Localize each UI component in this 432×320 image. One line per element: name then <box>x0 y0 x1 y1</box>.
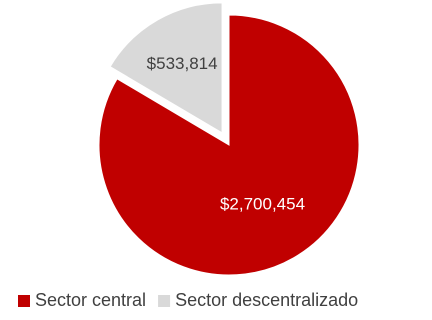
legend-swatch-2 <box>158 295 171 307</box>
pie-slice-2 <box>109 2 223 134</box>
legend-label-2: Sector descentralizado <box>175 290 358 310</box>
legend-label-1: Sector central <box>35 290 146 310</box>
pie-slice-1 <box>98 14 360 276</box>
pie-data-label-2: $533,814 <box>147 54 218 73</box>
legend-swatch-1 <box>18 295 30 307</box>
pie-data-label-1: $2,700,454 <box>220 195 305 214</box>
